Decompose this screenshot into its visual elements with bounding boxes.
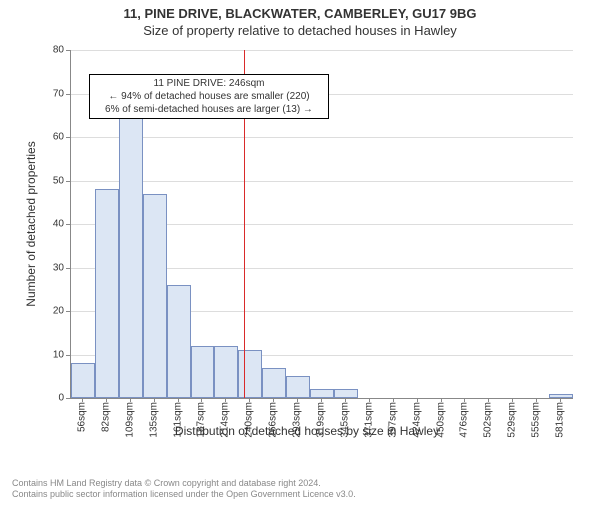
x-tick-label: 371sqm <box>363 402 374 438</box>
x-tick-label: 109sqm <box>124 402 135 438</box>
plot-area: 11 PINE DRIVE: 246sqm← 94% of detached h… <box>70 50 573 399</box>
x-tick-mark <box>225 398 226 402</box>
y-tick-mark <box>66 181 70 182</box>
x-tick-label: 240sqm <box>244 402 255 438</box>
y-tick-mark <box>66 94 70 95</box>
y-tick-mark <box>66 355 70 356</box>
x-tick-mark <box>488 398 489 402</box>
x-tick-label: 345sqm <box>339 402 350 438</box>
footer-line2: Contains public sector information licen… <box>12 489 356 500</box>
y-tick-label: 0 <box>40 393 64 404</box>
x-tick-mark <box>560 398 561 402</box>
gridline <box>71 137 573 138</box>
x-tick-label: 476sqm <box>459 402 470 438</box>
y-tick-label: 30 <box>40 262 64 273</box>
x-tick-label: 161sqm <box>172 402 183 438</box>
x-tick-label: 214sqm <box>220 402 231 438</box>
x-tick-mark <box>321 398 322 402</box>
histogram-bar <box>71 363 95 398</box>
x-tick-label: 82sqm <box>100 402 111 432</box>
x-tick-label: 266sqm <box>268 402 279 438</box>
histogram-bar <box>262 368 286 398</box>
y-tick-label: 70 <box>40 88 64 99</box>
x-tick-mark <box>464 398 465 402</box>
y-tick-label: 50 <box>40 175 64 186</box>
y-tick-mark <box>66 137 70 138</box>
x-tick-label: 450sqm <box>435 402 446 438</box>
x-tick-label: 397sqm <box>387 402 398 438</box>
x-tick-mark <box>345 398 346 402</box>
x-tick-mark <box>297 398 298 402</box>
x-tick-mark <box>249 398 250 402</box>
x-tick-label: 319sqm <box>316 402 327 438</box>
x-tick-label: 293sqm <box>292 402 303 438</box>
y-tick-label: 80 <box>40 45 64 56</box>
x-tick-mark <box>369 398 370 402</box>
annotation-title: 11 PINE DRIVE: 246sqm <box>96 77 322 90</box>
x-tick-mark <box>106 398 107 402</box>
histogram-bar <box>143 194 167 398</box>
y-tick-mark <box>66 50 70 51</box>
chart-container: Number of detached properties 11 PINE DR… <box>42 50 572 430</box>
y-tick-label: 60 <box>40 132 64 143</box>
x-tick-label: 187sqm <box>196 402 207 438</box>
x-tick-mark <box>393 398 394 402</box>
x-tick-label: 529sqm <box>507 402 518 438</box>
chart-title: 11, PINE DRIVE, BLACKWATER, CAMBERLEY, G… <box>0 6 600 21</box>
footer-line1: Contains HM Land Registry data © Crown c… <box>12 478 356 489</box>
histogram-bar <box>214 346 238 398</box>
x-tick-label: 581sqm <box>555 402 566 438</box>
annotation-box: 11 PINE DRIVE: 246sqm← 94% of detached h… <box>89 74 329 119</box>
x-tick-mark <box>512 398 513 402</box>
y-tick-label: 20 <box>40 306 64 317</box>
y-tick-mark <box>66 311 70 312</box>
x-tick-mark <box>130 398 131 402</box>
x-tick-mark <box>441 398 442 402</box>
histogram-bar <box>286 376 310 398</box>
x-tick-mark <box>82 398 83 402</box>
y-axis-label: Number of detached properties <box>24 141 38 306</box>
x-tick-label: 56sqm <box>76 402 87 432</box>
gridline <box>71 181 573 182</box>
x-tick-mark <box>154 398 155 402</box>
y-tick-label: 40 <box>40 219 64 230</box>
histogram-bar <box>95 189 119 398</box>
x-tick-mark <box>536 398 537 402</box>
x-tick-mark <box>178 398 179 402</box>
y-tick-label: 10 <box>40 349 64 360</box>
x-tick-mark <box>417 398 418 402</box>
y-tick-mark <box>66 268 70 269</box>
x-tick-mark <box>273 398 274 402</box>
gridline <box>71 50 573 51</box>
histogram-bar <box>310 389 334 398</box>
y-tick-mark <box>66 224 70 225</box>
x-tick-label: 502sqm <box>483 402 494 438</box>
histogram-bar <box>191 346 215 398</box>
chart-subtitle: Size of property relative to detached ho… <box>0 23 600 38</box>
histogram-bar <box>167 285 191 398</box>
x-tick-label: 135sqm <box>148 402 159 438</box>
histogram-bar <box>238 350 262 398</box>
x-tick-mark <box>201 398 202 402</box>
histogram-bar <box>119 115 143 398</box>
x-tick-label: 555sqm <box>531 402 542 438</box>
annotation-line-smaller: ← 94% of detached houses are smaller (22… <box>96 90 322 103</box>
annotation-line-larger: 6% of semi-detached houses are larger (1… <box>96 103 322 116</box>
y-tick-mark <box>66 398 70 399</box>
histogram-bar <box>334 389 358 398</box>
x-tick-label: 424sqm <box>411 402 422 438</box>
footer-attribution: Contains HM Land Registry data © Crown c… <box>12 478 356 500</box>
